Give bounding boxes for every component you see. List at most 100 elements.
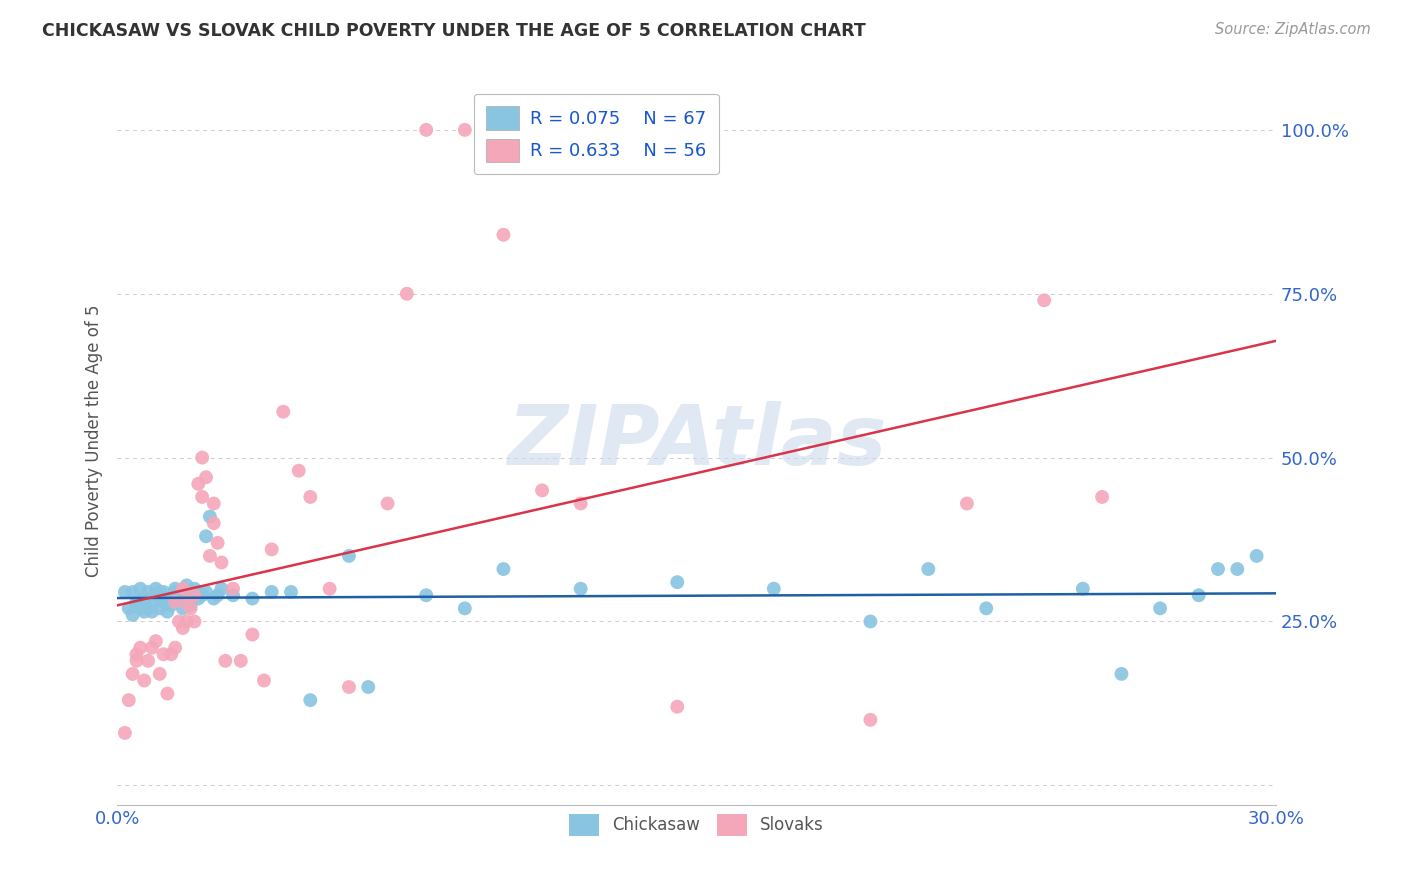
Point bbox=[134, 591, 156, 606]
Point bbox=[198, 509, 221, 524]
Point bbox=[149, 667, 172, 681]
Point bbox=[454, 601, 477, 615]
Point bbox=[176, 615, 198, 629]
Point bbox=[198, 549, 221, 563]
Point bbox=[195, 470, 218, 484]
Point bbox=[183, 615, 205, 629]
Point bbox=[191, 490, 214, 504]
Point bbox=[454, 123, 477, 137]
Point bbox=[357, 680, 380, 694]
Point bbox=[1188, 588, 1211, 602]
Point bbox=[125, 598, 148, 612]
Point bbox=[145, 582, 167, 596]
Point bbox=[195, 585, 218, 599]
Point bbox=[214, 654, 236, 668]
Text: Source: ZipAtlas.com: Source: ZipAtlas.com bbox=[1215, 22, 1371, 37]
Point bbox=[207, 536, 229, 550]
Point bbox=[492, 227, 515, 242]
Point bbox=[121, 667, 143, 681]
Point bbox=[134, 605, 156, 619]
Point bbox=[152, 595, 174, 609]
Point bbox=[129, 601, 152, 615]
Point bbox=[260, 542, 283, 557]
Y-axis label: Child Poverty Under the Age of 5: Child Poverty Under the Age of 5 bbox=[86, 305, 103, 577]
Point bbox=[207, 588, 229, 602]
Point bbox=[176, 585, 198, 599]
Point bbox=[211, 582, 233, 596]
Point bbox=[134, 673, 156, 688]
Point bbox=[762, 582, 785, 596]
Point bbox=[187, 591, 209, 606]
Point bbox=[149, 585, 172, 599]
Point bbox=[172, 582, 194, 596]
Point bbox=[180, 588, 202, 602]
Point bbox=[176, 578, 198, 592]
Point bbox=[183, 588, 205, 602]
Point bbox=[1206, 562, 1229, 576]
Point bbox=[229, 654, 252, 668]
Text: ZIPAtlas: ZIPAtlas bbox=[508, 401, 886, 482]
Point bbox=[118, 601, 141, 615]
Point bbox=[141, 598, 163, 612]
Point bbox=[187, 585, 209, 599]
Point bbox=[974, 601, 997, 615]
Point bbox=[114, 585, 136, 599]
Point bbox=[167, 588, 190, 602]
Point bbox=[165, 585, 187, 599]
Point bbox=[260, 585, 283, 599]
Point bbox=[202, 516, 225, 530]
Point bbox=[287, 464, 309, 478]
Point bbox=[1071, 582, 1094, 596]
Point bbox=[125, 647, 148, 661]
Point bbox=[118, 693, 141, 707]
Point bbox=[318, 582, 340, 596]
Point bbox=[167, 591, 190, 606]
Point bbox=[395, 286, 418, 301]
Point bbox=[415, 588, 437, 602]
Point bbox=[160, 647, 183, 661]
Point bbox=[666, 575, 689, 590]
Point bbox=[299, 490, 322, 504]
Point bbox=[152, 585, 174, 599]
Point bbox=[191, 588, 214, 602]
Point bbox=[569, 496, 592, 510]
Point bbox=[167, 615, 190, 629]
Point bbox=[569, 582, 592, 596]
Point bbox=[337, 549, 360, 563]
Point bbox=[666, 699, 689, 714]
Point bbox=[172, 601, 194, 615]
Point bbox=[859, 713, 882, 727]
Point bbox=[165, 595, 187, 609]
Point bbox=[129, 582, 152, 596]
Point bbox=[156, 591, 179, 606]
Point bbox=[165, 640, 187, 655]
Point bbox=[180, 601, 202, 615]
Point bbox=[1111, 667, 1133, 681]
Point bbox=[253, 673, 276, 688]
Point bbox=[1091, 490, 1114, 504]
Point bbox=[129, 640, 152, 655]
Point bbox=[1246, 549, 1268, 563]
Point bbox=[141, 640, 163, 655]
Point bbox=[202, 591, 225, 606]
Point bbox=[160, 598, 183, 612]
Point bbox=[125, 595, 148, 609]
Point bbox=[191, 450, 214, 465]
Point bbox=[415, 123, 437, 137]
Point bbox=[156, 605, 179, 619]
Point bbox=[121, 607, 143, 622]
Point bbox=[195, 529, 218, 543]
Point bbox=[172, 621, 194, 635]
Point bbox=[183, 582, 205, 596]
Point bbox=[114, 726, 136, 740]
Point bbox=[121, 585, 143, 599]
Point bbox=[337, 680, 360, 694]
Point bbox=[136, 601, 159, 615]
Point bbox=[160, 595, 183, 609]
Point bbox=[136, 654, 159, 668]
Point bbox=[149, 601, 172, 615]
Point bbox=[531, 483, 554, 498]
Point bbox=[222, 588, 245, 602]
Point bbox=[136, 585, 159, 599]
Legend: Chickasaw, Slovaks: Chickasaw, Slovaks bbox=[561, 805, 832, 844]
